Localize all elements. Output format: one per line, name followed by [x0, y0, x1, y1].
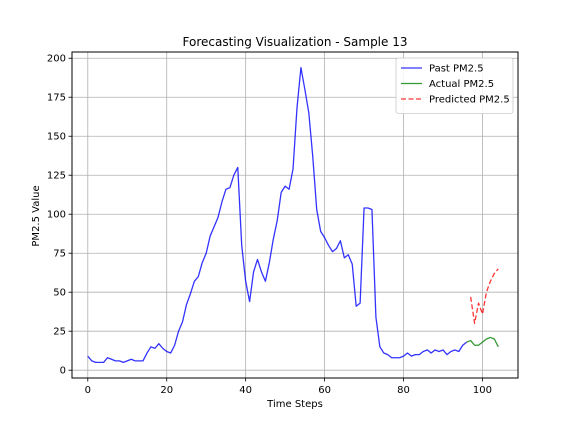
chart-title: Forecasting Visualization - Sample 13: [183, 35, 408, 49]
x-axis-label: Time Steps: [266, 399, 323, 410]
legend-label: Actual PM2.5: [429, 79, 494, 90]
x-tick-label: 60: [318, 385, 331, 396]
series-line-actual-pm2-5: [466, 336, 499, 348]
x-tick-label: 80: [397, 385, 410, 396]
ticks: 0 20 40 60 80 100 0 25 50 75 100 125 150 175 200: [47, 54, 492, 396]
legend-box: [395, 57, 514, 114]
x-tick-label: 20: [160, 385, 173, 396]
y-tick-label: 150: [47, 132, 66, 143]
legend: Past PM2.5 Actual PM2.5 Predicted PM2.5: [395, 57, 514, 114]
series-line-past-pm2-5: [87, 66, 468, 364]
y-axis-label: PM2.5 Value: [31, 185, 42, 246]
x-tick-label: 0: [85, 385, 91, 396]
series-layer: [87, 66, 499, 364]
y-tick-label: 25: [53, 327, 66, 338]
x-tick-label: 100: [473, 385, 492, 396]
plot-frame: [71, 51, 519, 379]
y-tick-label: 0: [60, 366, 66, 377]
y-tick-label: 125: [47, 171, 66, 182]
legend-label: Past PM2.5: [429, 64, 484, 75]
y-tick-label: 200: [47, 54, 66, 65]
series-line-predicted-pm2-5: [469, 268, 499, 325]
legend-label: Predicted PM2.5: [429, 95, 510, 106]
y-tick-label: 75: [53, 249, 66, 260]
x-tick-label: 40: [239, 385, 252, 396]
y-tick-label: 100: [47, 210, 66, 221]
y-tick-label: 50: [53, 288, 66, 299]
y-tick-label: 175: [47, 93, 66, 104]
